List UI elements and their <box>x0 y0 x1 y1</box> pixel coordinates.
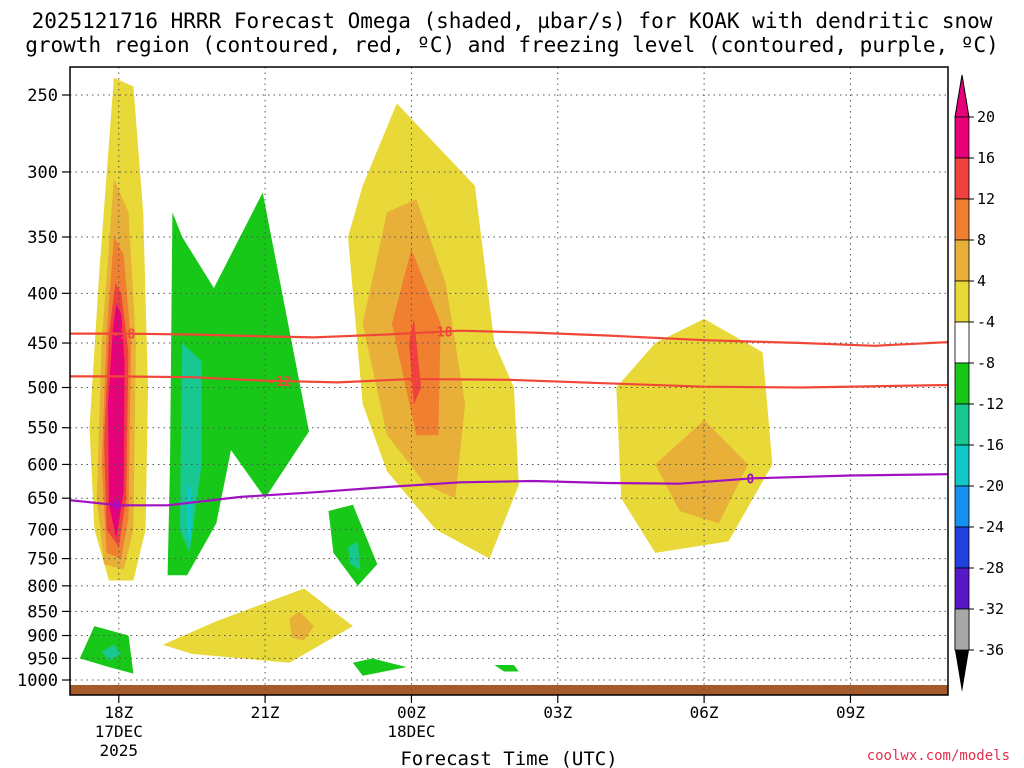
omega-region-11 <box>409 318 422 405</box>
ytick-label-500: 500 <box>27 379 58 399</box>
freezing-level-line <box>69 473 949 507</box>
colorbar-label-6: -8 <box>977 354 995 372</box>
xtick-label-18Z-2: 2025 <box>100 741 139 760</box>
xtick-label-06Z-0: 06Z <box>690 703 719 722</box>
ytick-label-950: 950 <box>27 649 58 669</box>
colorbar-swatch-6 <box>954 362 970 405</box>
plot-frame <box>69 66 949 696</box>
colorbar-label-4: 4 <box>977 272 986 290</box>
xtick-label-00Z-1: 18DEC <box>387 722 435 741</box>
omega-region-4 <box>108 303 125 539</box>
ytick-label-250: 250 <box>27 86 58 106</box>
credit-link[interactable]: coolwx.com/models <box>866 748 1010 764</box>
omega-region-17 <box>348 541 361 570</box>
colorbar-swatch-3 <box>954 239 970 282</box>
xtick-label-09Z-0: 09Z <box>836 703 865 722</box>
colorbar-label-10: -24 <box>977 518 1004 536</box>
ytick-label-750: 750 <box>27 550 58 570</box>
xtick-label-03Z-0: 03Z <box>543 703 572 722</box>
dendritic-top-label-1: -18 <box>429 326 453 341</box>
xtick-label-18Z-0: 18Z <box>104 703 133 722</box>
ytick-label-850: 850 <box>27 602 58 622</box>
colorbar-label-13: -36 <box>977 641 1004 659</box>
xtick-label-21Z-0: 21Z <box>251 703 280 722</box>
omega-region-21 <box>494 665 519 672</box>
dendritic-bottom-label-0: -12 <box>268 375 291 390</box>
colorbar-label-2: 12 <box>977 190 995 208</box>
colorbar-swatch-gray <box>954 608 970 651</box>
xtick-label-00Z-0: 00Z <box>397 703 426 722</box>
ytick-label-300: 300 <box>27 163 58 183</box>
colorbar-swatch-11 <box>954 567 970 610</box>
ytick-label-1000: 1000 <box>17 671 58 691</box>
colorbar-swatch-4 <box>954 280 970 323</box>
xtick-label-18Z-1: 17DEC <box>95 722 143 741</box>
colorbar-swatch-7 <box>954 403 970 446</box>
colorbar-swatch-10 <box>954 526 970 569</box>
colorbar-swatch-5 <box>954 321 970 364</box>
omega-region-13 <box>655 420 748 524</box>
omega-region-7 <box>187 485 192 542</box>
terrain-band <box>70 685 948 695</box>
colorbar-swatch-1 <box>954 157 970 200</box>
ytick-label-650: 650 <box>27 489 58 509</box>
colorbar-swatch-0 <box>954 116 970 159</box>
colorbar-label-3: 8 <box>977 231 986 249</box>
ytick-label-800: 800 <box>27 577 58 597</box>
omega-region-19 <box>101 644 122 661</box>
omega-region-6 <box>179 343 202 553</box>
colorbar-label-7: -12 <box>977 395 1004 413</box>
dendritic-top-label-0: -18 <box>112 328 136 343</box>
dendritic-bottom-line <box>70 375 949 389</box>
ytick-label-600: 600 <box>27 455 58 475</box>
x-axis-label: Forecast Time (UTC) <box>400 748 617 768</box>
chart-title-line-2: growth region (contoured, red, ºC) and f… <box>25 33 999 57</box>
colorbar-swatch-2 <box>954 198 970 241</box>
omega-region-5 <box>167 192 309 576</box>
ytick-label-400: 400 <box>27 284 58 304</box>
ytick-label-350: 350 <box>27 228 58 248</box>
ytick-label-700: 700 <box>27 520 58 540</box>
colorbar-label-12: -32 <box>977 600 1004 618</box>
ytick-label-900: 900 <box>27 627 58 647</box>
colorbar-label-5: -4 <box>977 313 995 331</box>
colorbar-label-11: -28 <box>977 559 1004 577</box>
omega-region-15 <box>289 611 314 641</box>
colorbar-label-0: 20 <box>977 108 995 126</box>
colorbar-swatch-8 <box>954 444 970 487</box>
colorbar-swatch-9 <box>954 485 970 528</box>
colorbar-label-1: 16 <box>977 149 995 167</box>
ytick-label-450: 450 <box>27 334 58 354</box>
colorbar: 20 16 12 8 4 -4 -8 -12 -16 -20 -24 -28 -32 -36 <box>954 74 1004 692</box>
dendritic-top-line <box>70 329 949 347</box>
chart-title-line-1: 2025121716 HRRR Forecast Omega (shaded, … <box>31 9 993 33</box>
colorbar-label-9: -20 <box>977 477 1004 495</box>
colorbar-label-8: -16 <box>977 436 1004 454</box>
freezing-level-label-1: 0 <box>747 472 755 487</box>
omega-region-14 <box>162 588 353 663</box>
y-axis: 250 300 350 400 450 500 550 600 650 700 750 800 850 9… <box>17 86 70 691</box>
omega-region-20 <box>352 658 407 676</box>
omega-shading-layer <box>79 77 773 676</box>
colorbar-bottom-arrow <box>955 650 969 692</box>
contour-layer: -18 -18 -12 0 0 <box>69 326 949 514</box>
freezing-level-label-0: 0 <box>112 499 120 514</box>
ytick-label-550: 550 <box>27 419 58 439</box>
colorbar-top-arrow <box>954 74 970 118</box>
